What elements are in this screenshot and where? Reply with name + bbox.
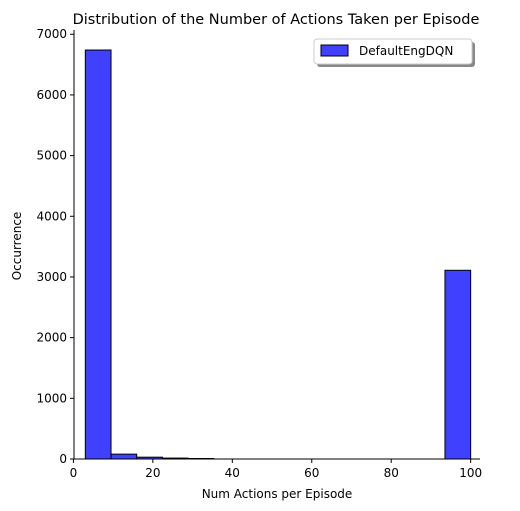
- y-axis-ticks: 0 1000 2000 3000 4000 5000 6000 7000: [36, 27, 74, 466]
- chart-title: Distribution of the Number of Actions Ta…: [73, 12, 480, 28]
- y-tick-label: 4000: [36, 209, 67, 223]
- legend-box: [313, 38, 473, 65]
- x-tick-label: 0: [70, 466, 78, 480]
- x-tick-label: 100: [459, 466, 482, 480]
- y-tick-label: 3000: [36, 270, 67, 284]
- y-tick-label: 7000: [36, 27, 67, 41]
- histogram-bar: [84, 49, 112, 460]
- x-tick-label: 20: [145, 466, 160, 480]
- legend-label: DefaultEngDQN: [359, 44, 453, 58]
- y-tick-label: 1000: [36, 391, 67, 405]
- y-axis-label: Occurrence: [10, 212, 24, 281]
- bars-group: [84, 49, 472, 460]
- legend: DefaultEngDQN: [313, 38, 475, 67]
- histogram-bar: [110, 453, 138, 460]
- x-axis-ticks: 0 20 40 60 80 100: [70, 459, 482, 480]
- x-tick-label: 60: [304, 466, 319, 480]
- x-tick-label: 80: [384, 466, 399, 480]
- x-axis-label: Num Actions per Episode: [202, 487, 353, 501]
- x-tick-label: 40: [225, 466, 240, 480]
- y-tick-label: 2000: [36, 331, 67, 345]
- y-tick-label: 5000: [36, 149, 67, 163]
- histogram-bar: [444, 269, 472, 460]
- y-tick-label: 6000: [36, 88, 67, 102]
- legend-swatch: [320, 44, 349, 57]
- y-tick-label: 0: [59, 452, 67, 466]
